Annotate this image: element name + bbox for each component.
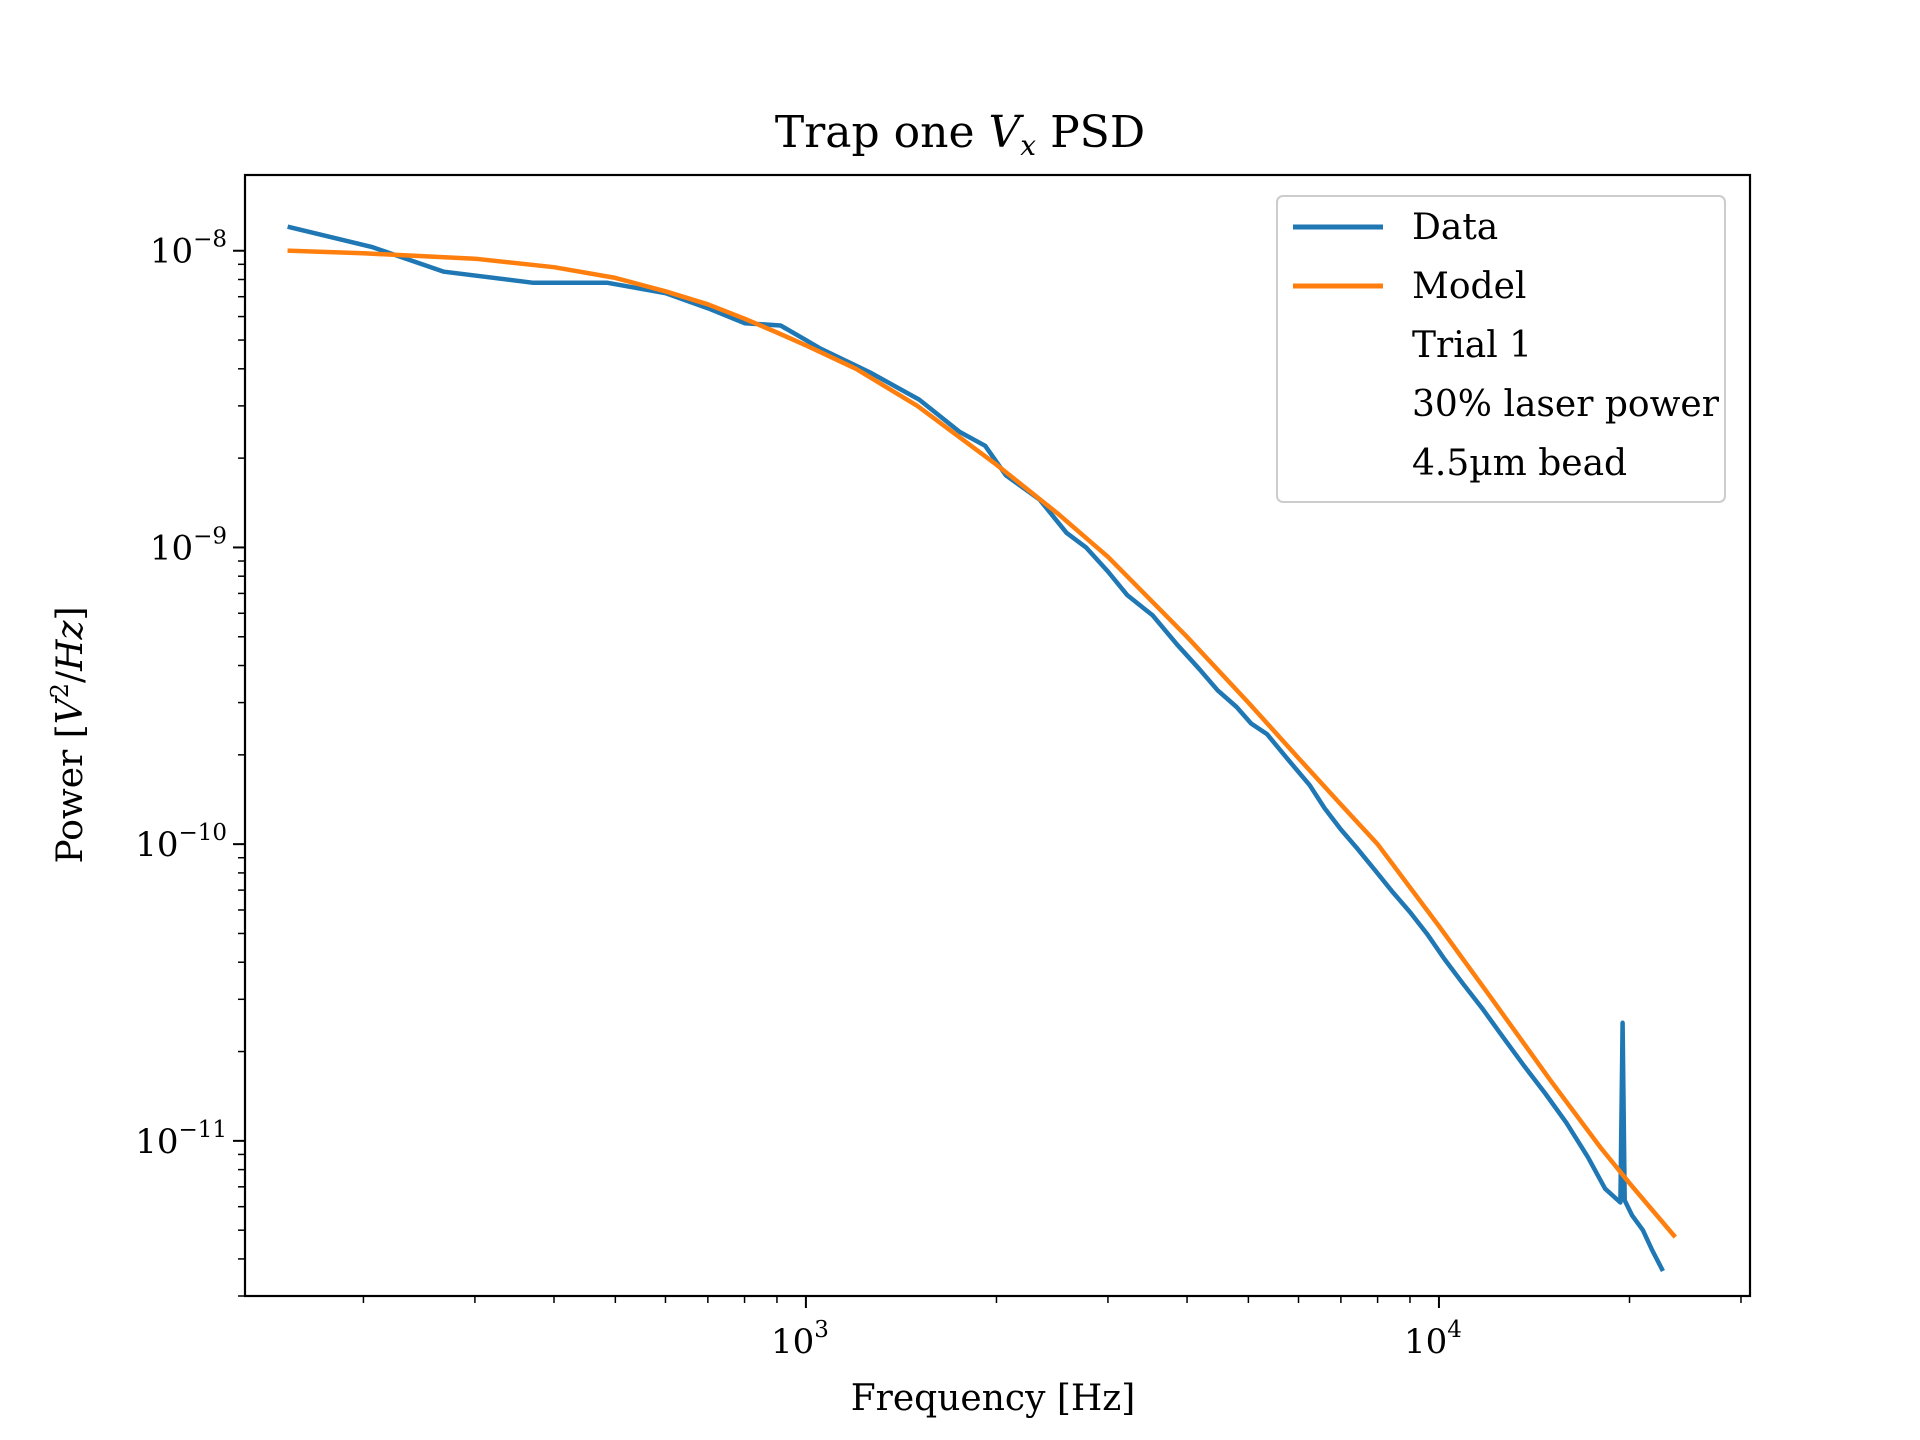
y-axis-label: Power [V2/Hz] <box>46 606 91 863</box>
series-layer <box>287 224 1677 1273</box>
legend-laser-power-label: 30% laser power <box>1412 384 1720 425</box>
legend-bead-label: 4.5µm bead <box>1412 443 1627 484</box>
x-axis-label: Frequency [Hz] <box>851 1378 1136 1419</box>
legend-box <box>1276 195 1726 503</box>
y-tick-label: 10−9 <box>150 523 227 568</box>
series-line-data <box>287 224 1665 1273</box>
series-line-model <box>287 248 1677 1239</box>
y-tick-label: 10−11 <box>135 1117 227 1162</box>
legend-trial-label: Trial 1 <box>1412 325 1532 366</box>
tick-layer: 103 104 10−8 10−9 10−10 10−11 <box>135 227 1742 1362</box>
x-tick-label: 103 <box>771 1317 829 1362</box>
chart-title: Trap one Vx PSD <box>775 107 1145 162</box>
legend-data-label: Data <box>1412 207 1498 248</box>
y-tick-label: 10−8 <box>150 227 227 272</box>
legend: Data Model Trial 1 30% laser power 4.5µm… <box>1276 195 1726 503</box>
legend-model-label: Model <box>1412 266 1526 307</box>
x-tick-label: 104 <box>1404 1317 1462 1362</box>
plot-frame <box>243 173 1752 1298</box>
y-tick-label: 10−10 <box>135 820 227 865</box>
